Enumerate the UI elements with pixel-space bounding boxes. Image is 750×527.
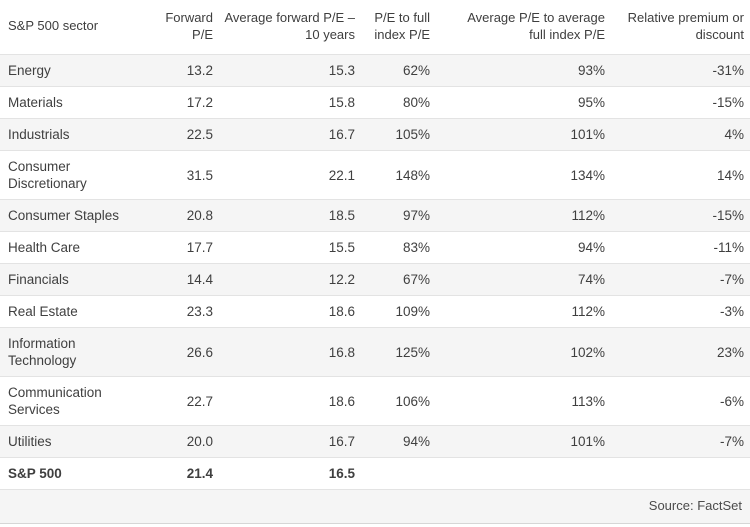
value-cell: 12.2 bbox=[213, 263, 355, 296]
value-cell: 18.5 bbox=[213, 199, 355, 232]
value-cell: -15% bbox=[605, 199, 750, 232]
value-cell: 83% bbox=[355, 231, 430, 264]
value-cell: 102% bbox=[430, 327, 605, 377]
value-cell: -15% bbox=[605, 86, 750, 119]
value-cell: 148% bbox=[355, 150, 430, 200]
value-cell: 14.4 bbox=[150, 263, 213, 296]
value-cell: 112% bbox=[430, 295, 605, 328]
sector-cell: Health Care bbox=[0, 231, 150, 264]
value-cell: 62% bbox=[355, 54, 430, 87]
table-row: Consumer Discretionary 31.5 22.1 148% 134% 14… bbox=[0, 150, 750, 200]
column-header-avg-forward-pe: Average forward P/E – 10 years bbox=[213, 0, 355, 55]
value-cell: -11% bbox=[605, 231, 750, 264]
value-cell: 23% bbox=[605, 327, 750, 377]
value-cell bbox=[605, 457, 750, 490]
column-header-sector: S&P 500 sector bbox=[0, 0, 150, 55]
column-header-forward-pe: Forward P/E bbox=[150, 0, 213, 55]
value-cell: 22.1 bbox=[213, 150, 355, 200]
table-header-row: S&P 500 sector Forward P/E Average forwa… bbox=[0, 0, 750, 55]
value-cell: 97% bbox=[355, 199, 430, 232]
sector-cell: S&P 500 bbox=[0, 457, 150, 490]
table-row: Financials 14.4 12.2 67% 74% -7% bbox=[0, 263, 750, 296]
value-cell: -7% bbox=[605, 425, 750, 458]
table-row: Energy 13.2 15.3 62% 93% -31% bbox=[0, 54, 750, 87]
column-header-pe-to-index: P/E to full index P/E bbox=[355, 0, 430, 55]
value-cell: 22.5 bbox=[150, 118, 213, 151]
value-cell: 125% bbox=[355, 327, 430, 377]
sector-cell: Information Technology bbox=[0, 327, 150, 377]
value-cell: 67% bbox=[355, 263, 430, 296]
value-cell: 22.7 bbox=[150, 376, 213, 426]
sector-cell: Utilities bbox=[0, 425, 150, 458]
value-cell: 18.6 bbox=[213, 376, 355, 426]
value-cell: 17.7 bbox=[150, 231, 213, 264]
table-row: Information Technology 26.6 16.8 125% 102% 23… bbox=[0, 327, 750, 377]
value-cell: 112% bbox=[430, 199, 605, 232]
value-cell: 74% bbox=[430, 263, 605, 296]
value-cell: 26.6 bbox=[150, 327, 213, 377]
value-cell: 80% bbox=[355, 86, 430, 119]
table-row: Communication Services 22.7 18.6 106% 113% -6… bbox=[0, 376, 750, 426]
value-cell: 94% bbox=[355, 425, 430, 458]
value-cell: 105% bbox=[355, 118, 430, 151]
table-row: Health Care 17.7 15.5 83% 94% -11% bbox=[0, 231, 750, 264]
value-cell: 23.3 bbox=[150, 295, 213, 328]
value-cell: 20.0 bbox=[150, 425, 213, 458]
table-body: Energy 13.2 15.3 62% 93% -31% Materials 17.2 15.… bbox=[0, 54, 750, 490]
value-cell: 101% bbox=[430, 118, 605, 151]
table-row: Utilities 20.0 16.7 94% 101% -7% bbox=[0, 425, 750, 458]
sector-pe-table: S&P 500 sector Forward P/E Average forwa… bbox=[0, 0, 750, 490]
table-row: Materials 17.2 15.8 80% 95% -15% bbox=[0, 86, 750, 119]
sector-cell: Financials bbox=[0, 263, 150, 296]
value-cell: 31.5 bbox=[150, 150, 213, 200]
sector-cell: Communication Services bbox=[0, 376, 150, 426]
value-cell: 15.8 bbox=[213, 86, 355, 119]
value-cell: 106% bbox=[355, 376, 430, 426]
value-cell: 16.7 bbox=[213, 118, 355, 151]
column-header-avg-pe-to-avg-index: Average P/E to average full index P/E bbox=[430, 0, 605, 55]
value-cell: 4% bbox=[605, 118, 750, 151]
value-cell: 13.2 bbox=[150, 54, 213, 87]
value-cell: 17.2 bbox=[150, 86, 213, 119]
value-cell: -7% bbox=[605, 263, 750, 296]
value-cell: 14% bbox=[605, 150, 750, 200]
value-cell: 109% bbox=[355, 295, 430, 328]
value-cell: -6% bbox=[605, 376, 750, 426]
value-cell: 15.3 bbox=[213, 54, 355, 87]
value-cell: 16.5 bbox=[213, 457, 355, 490]
sector-cell: Materials bbox=[0, 86, 150, 119]
value-cell: 101% bbox=[430, 425, 605, 458]
value-cell bbox=[355, 457, 430, 490]
value-cell bbox=[430, 457, 605, 490]
table-row: Consumer Staples 20.8 18.5 97% 112% -15% bbox=[0, 199, 750, 232]
value-cell: 94% bbox=[430, 231, 605, 264]
value-cell: 95% bbox=[430, 86, 605, 119]
sector-cell: Real Estate bbox=[0, 295, 150, 328]
sector-cell: Energy bbox=[0, 54, 150, 87]
source-row: Source: FactSet bbox=[0, 490, 750, 524]
sector-cell: Industrials bbox=[0, 118, 150, 151]
source-label: Source: FactSet bbox=[648, 498, 742, 513]
sector-cell: Consumer Discretionary bbox=[0, 150, 150, 200]
value-cell: 18.6 bbox=[213, 295, 355, 328]
value-cell: -3% bbox=[605, 295, 750, 328]
value-cell: 20.8 bbox=[150, 199, 213, 232]
value-cell: 21.4 bbox=[150, 457, 213, 490]
table-row: Real Estate 23.3 18.6 109% 112% -3% bbox=[0, 295, 750, 328]
sector-cell: Consumer Staples bbox=[0, 199, 150, 232]
table-row: Industrials 22.5 16.7 105% 101% 4% bbox=[0, 118, 750, 151]
value-cell: 15.5 bbox=[213, 231, 355, 264]
value-cell: 93% bbox=[430, 54, 605, 87]
summary-row: S&P 500 21.4 16.5 bbox=[0, 457, 750, 490]
value-cell: 16.7 bbox=[213, 425, 355, 458]
value-cell: 134% bbox=[430, 150, 605, 200]
column-header-relative-premium: Relative premium or discount bbox=[605, 0, 750, 55]
value-cell: 113% bbox=[430, 376, 605, 426]
value-cell: -31% bbox=[605, 54, 750, 87]
value-cell: 16.8 bbox=[213, 327, 355, 377]
